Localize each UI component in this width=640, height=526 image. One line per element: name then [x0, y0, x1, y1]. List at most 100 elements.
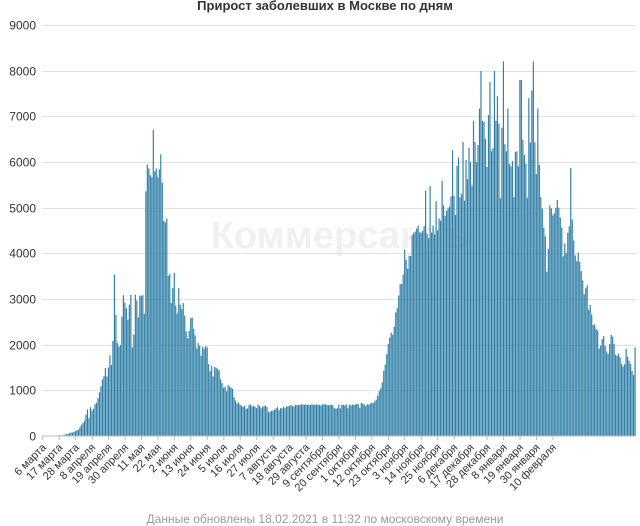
bar [305, 404, 307, 436]
bar [586, 285, 588, 436]
bar [242, 407, 244, 436]
bar [206, 347, 208, 436]
bar [609, 343, 611, 436]
bar [380, 388, 382, 436]
bar [175, 305, 177, 436]
bar [302, 404, 304, 436]
bar [199, 345, 201, 436]
bar [193, 329, 195, 436]
bar [154, 171, 156, 437]
bar [88, 418, 90, 436]
bar [314, 404, 316, 436]
bar [619, 357, 621, 436]
bar [92, 408, 95, 436]
bar [261, 407, 264, 436]
bar [98, 392, 101, 436]
bar [306, 404, 308, 436]
bar [499, 198, 502, 436]
bar [396, 308, 398, 436]
bar [576, 261, 578, 436]
bar [621, 364, 623, 436]
bar [86, 409, 89, 436]
bar [140, 295, 142, 436]
bar [457, 157, 460, 436]
bar [588, 309, 590, 436]
bar [146, 164, 148, 436]
bar [514, 151, 516, 436]
bar [453, 195, 455, 436]
bar [311, 404, 313, 436]
bar [437, 230, 439, 436]
bar [618, 353, 620, 436]
bar [546, 271, 548, 436]
bar [85, 414, 87, 436]
bar [359, 407, 361, 436]
bar [531, 90, 533, 436]
bar [547, 248, 549, 436]
bar [338, 404, 340, 436]
bar [297, 405, 300, 436]
bar [438, 218, 440, 436]
bar [568, 226, 570, 436]
bar [616, 355, 618, 436]
bar [496, 96, 499, 437]
bar [133, 334, 135, 436]
bar [498, 123, 500, 436]
bar [211, 365, 213, 436]
bar [214, 366, 216, 436]
update-footnote: Данные обновлены 18.02.2021 в 11:32 по м… [147, 512, 504, 526]
bar [612, 336, 614, 436]
bar [238, 402, 240, 436]
bar [137, 317, 139, 436]
bar [460, 193, 463, 436]
bar [73, 431, 75, 436]
bar [282, 406, 285, 436]
bar [196, 348, 198, 436]
bar [562, 256, 564, 436]
bar [217, 368, 219, 436]
bar [429, 186, 431, 436]
bar [401, 284, 403, 436]
bar [595, 329, 597, 436]
bar [342, 404, 344, 436]
bar [369, 403, 371, 436]
bar [104, 368, 107, 436]
bar [115, 315, 117, 436]
bar [130, 294, 132, 436]
bar [294, 404, 297, 436]
bar [598, 348, 600, 436]
bar [125, 308, 127, 436]
bar [109, 355, 111, 436]
bar [624, 364, 626, 436]
bar [487, 115, 490, 436]
bar [372, 403, 374, 436]
bar [454, 214, 457, 436]
bar [471, 185, 473, 436]
y-tick-label: 4000 [9, 247, 36, 261]
bar [221, 383, 223, 436]
bar [169, 274, 171, 436]
bar [327, 405, 329, 436]
bar [405, 259, 407, 436]
bar [505, 151, 507, 436]
bar [290, 404, 292, 436]
bar [269, 411, 271, 436]
bar [200, 355, 202, 436]
bar [558, 207, 560, 436]
bar [386, 354, 388, 436]
bar [434, 234, 436, 436]
bar [77, 429, 80, 436]
bar [622, 366, 624, 436]
bar [329, 405, 331, 436]
bar [249, 404, 252, 436]
bar [481, 121, 484, 436]
bar [119, 344, 121, 436]
bar [528, 98, 530, 436]
bar [353, 404, 355, 436]
bar [597, 330, 599, 436]
bar [161, 182, 163, 436]
bar [332, 405, 334, 436]
bar [392, 334, 394, 436]
bar [410, 255, 412, 436]
bar [258, 406, 261, 436]
